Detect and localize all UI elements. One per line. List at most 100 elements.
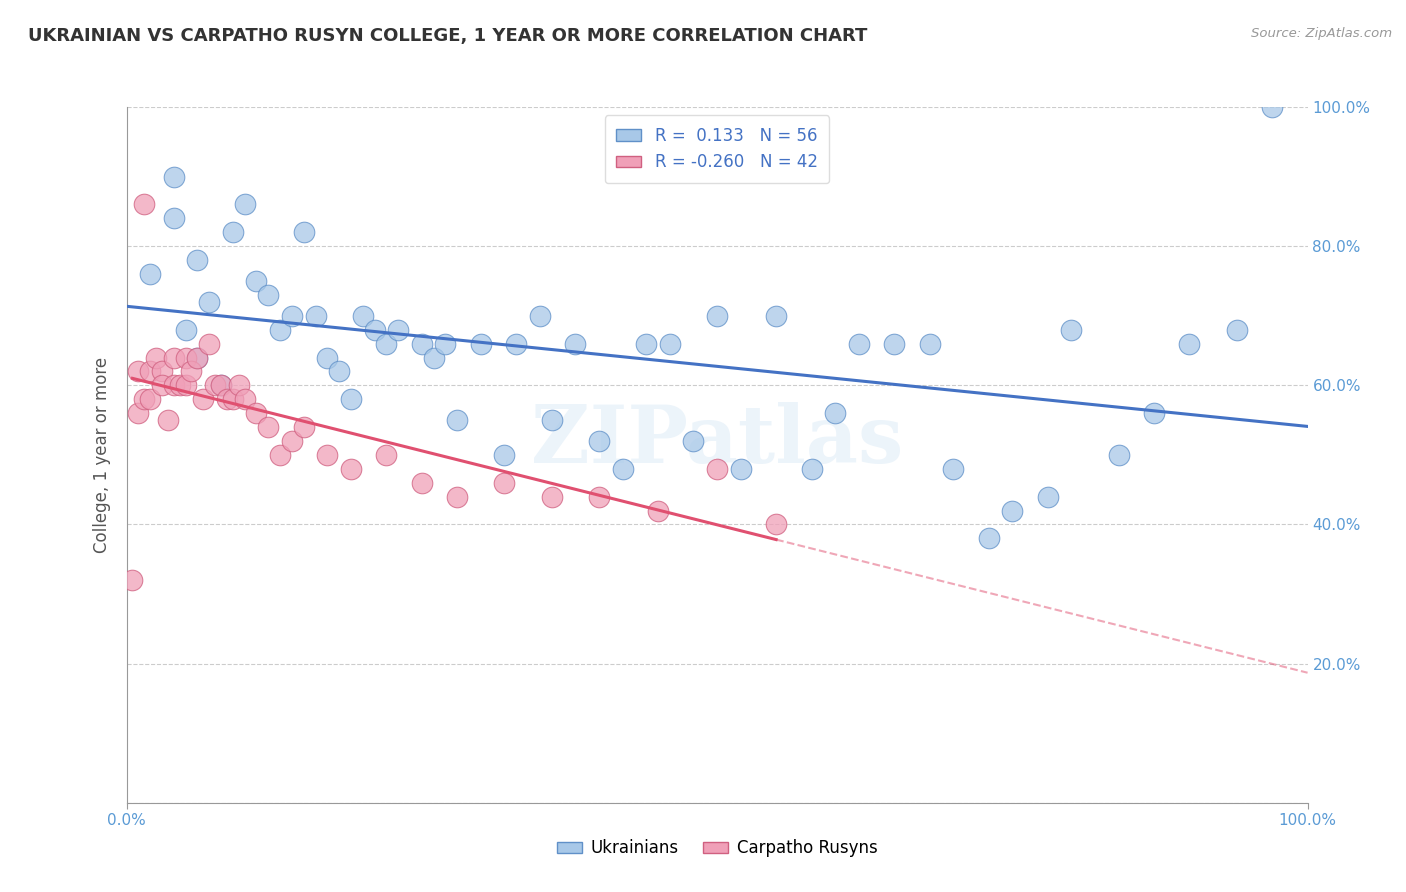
Point bbox=[706, 462, 728, 476]
Point bbox=[494, 475, 516, 490]
Point bbox=[730, 462, 752, 476]
Point bbox=[127, 406, 149, 420]
Point bbox=[446, 413, 468, 427]
Point bbox=[470, 336, 492, 351]
Point bbox=[340, 392, 363, 407]
Point bbox=[363, 323, 385, 337]
Point bbox=[134, 392, 156, 407]
Point bbox=[233, 197, 256, 211]
Point bbox=[257, 288, 280, 302]
Point bbox=[186, 351, 208, 365]
Point bbox=[163, 169, 186, 184]
Point bbox=[1036, 490, 1059, 504]
Point bbox=[209, 378, 232, 392]
Point bbox=[682, 434, 704, 448]
Point bbox=[883, 336, 905, 351]
Point bbox=[375, 448, 398, 462]
Point bbox=[612, 462, 634, 476]
Point bbox=[977, 532, 1000, 546]
Point bbox=[292, 420, 315, 434]
Point bbox=[222, 225, 245, 239]
Legend: Ukrainians, Carpatho Rusyns: Ukrainians, Carpatho Rusyns bbox=[550, 833, 884, 864]
Point bbox=[1178, 336, 1201, 351]
Point bbox=[245, 274, 267, 288]
Point bbox=[209, 378, 232, 392]
Point bbox=[1108, 448, 1130, 462]
Point bbox=[352, 309, 374, 323]
Text: ZIPatlas: ZIPatlas bbox=[531, 402, 903, 480]
Point bbox=[198, 336, 221, 351]
Text: Source: ZipAtlas.com: Source: ZipAtlas.com bbox=[1251, 27, 1392, 40]
Point bbox=[134, 197, 156, 211]
Point bbox=[163, 211, 186, 226]
Point bbox=[150, 378, 173, 392]
Point bbox=[169, 378, 191, 392]
Point bbox=[316, 448, 339, 462]
Point bbox=[848, 336, 870, 351]
Point bbox=[281, 434, 304, 448]
Point bbox=[1001, 503, 1024, 517]
Point bbox=[121, 573, 143, 587]
Point bbox=[411, 475, 433, 490]
Point bbox=[1060, 323, 1083, 337]
Point bbox=[658, 336, 681, 351]
Point bbox=[304, 309, 326, 323]
Point bbox=[156, 413, 179, 427]
Point bbox=[494, 448, 516, 462]
Point bbox=[281, 309, 304, 323]
Point bbox=[127, 364, 149, 378]
Point bbox=[198, 294, 221, 309]
Point bbox=[647, 503, 669, 517]
Point bbox=[186, 253, 208, 268]
Point bbox=[174, 323, 197, 337]
Point bbox=[193, 392, 215, 407]
Point bbox=[269, 323, 291, 337]
Point bbox=[918, 336, 941, 351]
Point bbox=[800, 462, 823, 476]
Point bbox=[636, 336, 658, 351]
Point bbox=[328, 364, 350, 378]
Point bbox=[163, 378, 186, 392]
Point bbox=[233, 392, 256, 407]
Point bbox=[434, 336, 457, 351]
Point bbox=[139, 267, 162, 281]
Text: UKRAINIAN VS CARPATHO RUSYN COLLEGE, 1 YEAR OR MORE CORRELATION CHART: UKRAINIAN VS CARPATHO RUSYN COLLEGE, 1 Y… bbox=[28, 27, 868, 45]
Point bbox=[1261, 100, 1284, 114]
Point bbox=[375, 336, 398, 351]
Point bbox=[540, 413, 562, 427]
Point bbox=[1226, 323, 1249, 337]
Point bbox=[316, 351, 339, 365]
Point bbox=[145, 351, 167, 365]
Point bbox=[411, 336, 433, 351]
Point bbox=[588, 490, 610, 504]
Point bbox=[292, 225, 315, 239]
Point bbox=[174, 378, 197, 392]
Point bbox=[588, 434, 610, 448]
Point bbox=[422, 351, 444, 365]
Point bbox=[150, 364, 173, 378]
Point bbox=[446, 490, 468, 504]
Point bbox=[139, 392, 162, 407]
Point bbox=[340, 462, 363, 476]
Point bbox=[215, 392, 238, 407]
Point bbox=[1143, 406, 1166, 420]
Point bbox=[540, 490, 562, 504]
Point bbox=[706, 309, 728, 323]
Point bbox=[228, 378, 250, 392]
Point bbox=[824, 406, 846, 420]
Point bbox=[174, 351, 197, 365]
Point bbox=[564, 336, 586, 351]
Point bbox=[222, 392, 245, 407]
Point bbox=[204, 378, 226, 392]
Point bbox=[529, 309, 551, 323]
Point bbox=[765, 517, 787, 532]
Point bbox=[765, 309, 787, 323]
Point bbox=[139, 364, 162, 378]
Point bbox=[387, 323, 409, 337]
Point bbox=[180, 364, 202, 378]
Point bbox=[269, 448, 291, 462]
Point bbox=[942, 462, 965, 476]
Point bbox=[163, 351, 186, 365]
Y-axis label: College, 1 year or more: College, 1 year or more bbox=[93, 357, 111, 553]
Point bbox=[186, 351, 208, 365]
